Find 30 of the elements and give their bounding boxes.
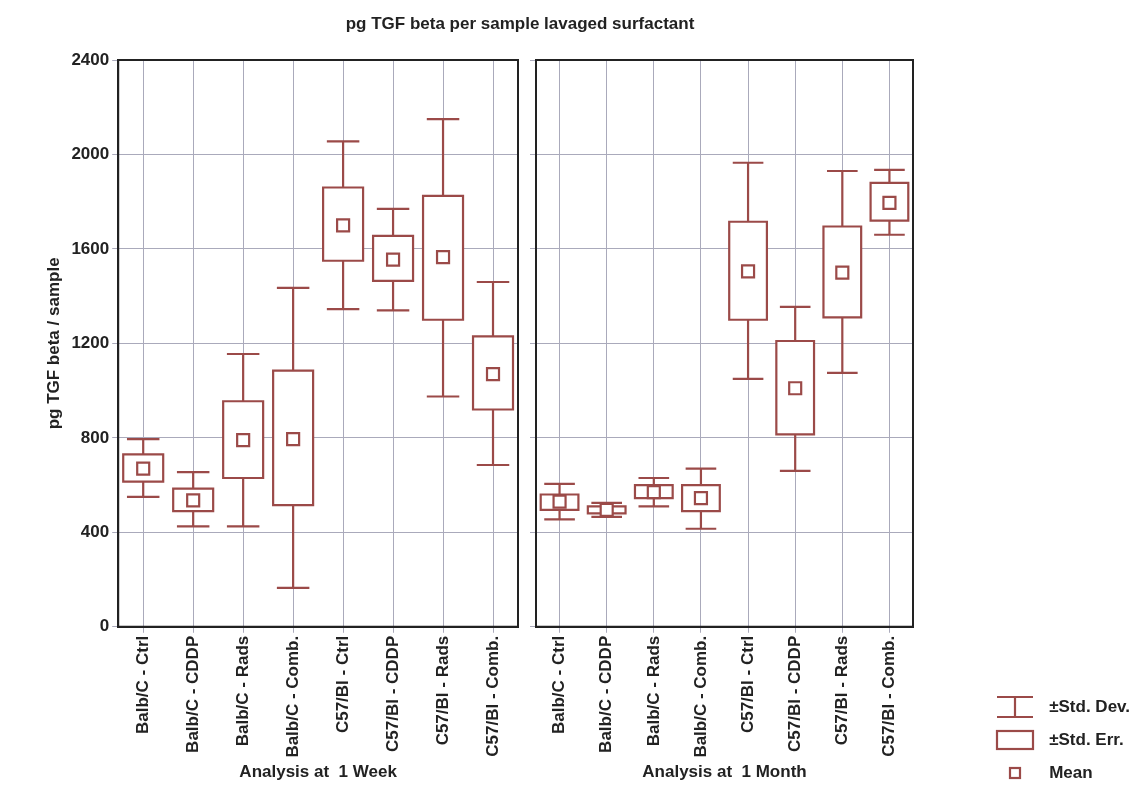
text: Mean xyxy=(1049,762,1093,783)
x-axis-title: Analysis at 1 Week xyxy=(239,762,398,782)
y-tick-label: 2400 xyxy=(71,49,110,69)
x-tick-label: Balb/C - CDDP xyxy=(182,635,202,753)
x-tick-label: C57/Bl - CDDP xyxy=(382,635,402,752)
x-tick-label: Balb/C - CDDP xyxy=(596,635,616,753)
text: ±Std. Dev. xyxy=(1049,696,1130,717)
y-axis-title: pg TGF beta / sample xyxy=(43,257,63,430)
x-tick-label: Balb/C - Ctrl xyxy=(549,635,569,734)
y-tick-label: 2000 xyxy=(71,144,110,164)
chart-title: pg TGF beta per sample lavaged surfactant xyxy=(344,14,696,34)
y-tick-label: 0 xyxy=(99,616,110,636)
y-tick-label: 800 xyxy=(80,427,110,447)
x-tick-label: Balb/C - Comb. xyxy=(282,635,302,758)
x-tick-label: C57/Bl - Comb. xyxy=(482,635,502,757)
x-tick-label: Balb/C - Comb. xyxy=(690,635,710,758)
x-tick-label: C57/Bl - Comb. xyxy=(879,635,899,757)
text: ±Std. Err. xyxy=(1049,729,1124,750)
x-axis-title: Analysis at 1 Month xyxy=(642,762,807,782)
y-tick-label: 1600 xyxy=(71,238,110,258)
x-tick-label: Balb/C - Rads xyxy=(232,635,252,747)
x-tick-label: Balb/C - Ctrl xyxy=(132,635,152,734)
y-tick-label: 400 xyxy=(80,522,110,541)
x-tick-label: C57/Bl - Rads xyxy=(432,635,452,746)
x-tick-label: C57/Bl - CDDP xyxy=(784,635,804,752)
x-tick-label: C57/Bl - Rads xyxy=(832,635,851,746)
x-tick-label: Balb/C - Rads xyxy=(643,635,663,747)
x-tick-label: C57/Bl - Ctrl xyxy=(332,635,352,734)
x-tick-label: C57/Bl - Ctrl xyxy=(737,635,757,734)
y-tick-label: 1200 xyxy=(71,333,110,353)
